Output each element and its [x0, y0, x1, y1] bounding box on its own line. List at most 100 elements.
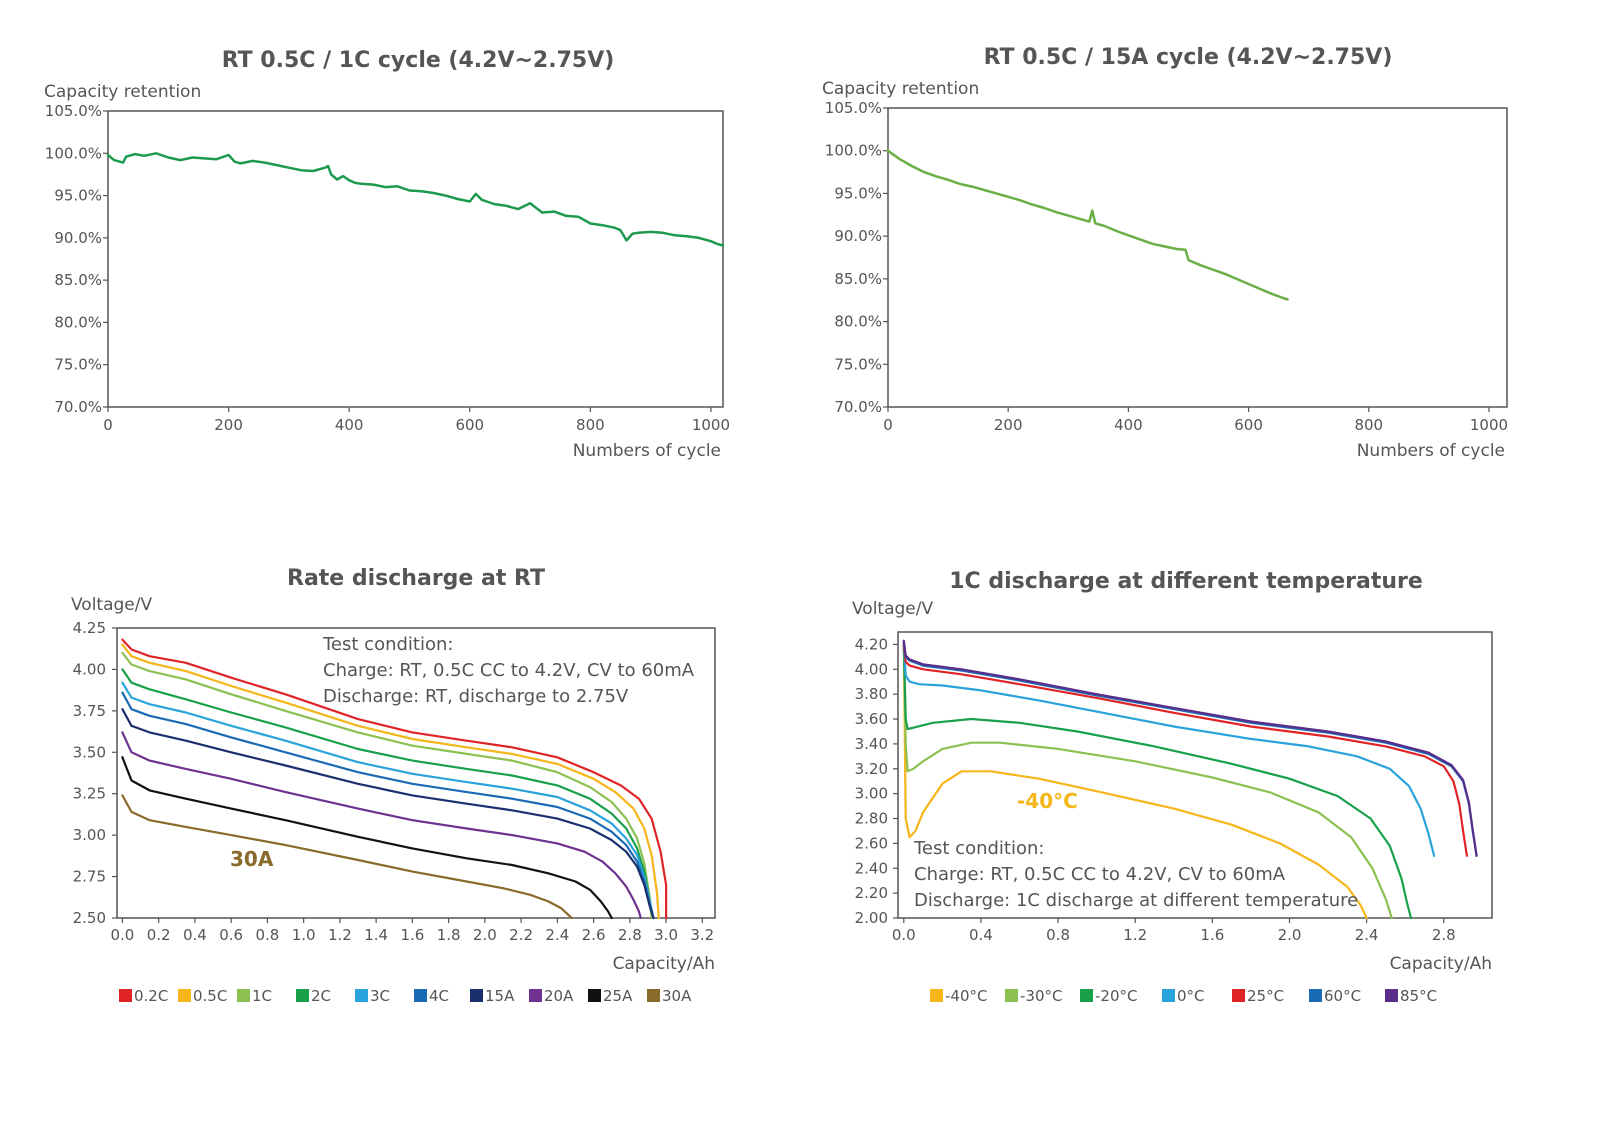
x-tick-label: 2.4 [545, 926, 569, 944]
x-tick-label: 3.2 [690, 926, 714, 944]
plot-frame [116, 627, 716, 919]
y-tick-label: 75.0% [54, 356, 102, 374]
legend-swatch [1005, 989, 1018, 1002]
y-tick-label: 3.25 [73, 785, 106, 803]
y-tick-label: 105.0% [45, 102, 102, 120]
x-tick-label: 2.8 [1432, 926, 1456, 944]
x-tick-label: 1000 [692, 416, 730, 434]
legend-entry: 25A [603, 987, 633, 1005]
chart-title: RT 0.5C / 15A cycle (4.2V~2.75V) [984, 45, 1393, 70]
legend-entry: 4C [429, 987, 449, 1005]
note-heading: Test condition: [913, 838, 1044, 859]
x-tick-label: 2.0 [473, 926, 497, 944]
x-tick-label: 0.8 [255, 926, 279, 944]
y-tick-label: 4.20 [855, 635, 888, 653]
x-tick-label: 200 [214, 416, 243, 434]
legend-entry: 0°C [1177, 987, 1205, 1005]
x-tick-label: 2.0 [1278, 926, 1302, 944]
series-line-1 [106, 152, 725, 247]
x-tick-label: 0.0 [892, 926, 916, 944]
plot-frame [887, 107, 1508, 408]
legend-entry: 2C [311, 987, 331, 1005]
x-tick-label: 600 [455, 416, 484, 434]
y-tick-label: 3.80 [855, 685, 888, 703]
x-tick-label: 2.8 [618, 926, 642, 944]
legend-swatch [470, 989, 483, 1002]
chart-title: 1C discharge at different temperature [949, 569, 1423, 594]
series-line-4C [121, 691, 655, 920]
note-heading: Test condition: [322, 634, 453, 655]
legend-entry: 25°C [1247, 987, 1284, 1005]
x-tick-label: 600 [1234, 416, 1263, 434]
legend-entry: 85°C [1400, 987, 1437, 1005]
y-tick-label: 3.00 [73, 826, 106, 844]
legend-entry: 20A [544, 987, 574, 1005]
chart-3: Rate discharge at RT Voltage/V Capacity/Ah… [71, 566, 716, 1005]
y-tick-label: 70.0% [834, 398, 882, 416]
series-line--40C [902, 643, 1368, 920]
y-tick-label: 2.80 [855, 810, 888, 828]
y-tick-label: 3.50 [73, 743, 106, 761]
x-axis-label: Capacity/Ah [1390, 954, 1492, 974]
x-tick-label: 2.6 [582, 926, 606, 944]
legend-swatch [1309, 989, 1322, 1002]
legend-swatch [930, 989, 943, 1002]
chart-2: RT 0.5C / 15A cycle (4.2V~2.75V)Capacity… [822, 45, 1508, 461]
x-tick-label: 0.0 [111, 926, 135, 944]
x-tick-label: 2.2 [509, 926, 533, 944]
legend-swatch [414, 989, 427, 1002]
x-tick-label: 1.4 [364, 926, 388, 944]
x-tick-label: 0 [883, 416, 893, 434]
y-tick-label: 3.20 [855, 760, 888, 778]
legend-entry: 60°C [1324, 987, 1361, 1005]
curve-label: -40°C [1017, 789, 1078, 813]
plot-frame [897, 631, 1493, 919]
legend-swatch [237, 989, 250, 1002]
legend: -40°C -30°C -20°C 0°C 25°C 60°C 85°C [930, 987, 1437, 1005]
curve-label: 30A [230, 847, 274, 871]
legend-swatch [355, 989, 368, 1002]
series-line--30C [902, 643, 1393, 920]
plot-frame [107, 110, 724, 408]
x-tick-label: 1.8 [437, 926, 461, 944]
y-tick-label: 105.0% [825, 99, 882, 117]
legend-swatch [296, 989, 309, 1002]
legend-entry: 0.2C [134, 987, 168, 1005]
y-tick-label: 95.0% [54, 187, 102, 205]
note-charge: Charge: RT, 0.5C CC to 4.2V, CV to 60mA [914, 864, 1286, 885]
x-tick-label: 3.0 [654, 926, 678, 944]
legend-entry: 0.5C [193, 987, 227, 1005]
y-tick-label: 75.0% [834, 355, 882, 373]
y-tick-label: 2.40 [855, 859, 888, 877]
chart-title: Rate discharge at RT [287, 566, 545, 591]
legend-swatch [1080, 989, 1093, 1002]
series-line-20A [121, 731, 642, 920]
series-line-1 [886, 149, 1289, 301]
note-charge: Charge: RT, 0.5C CC to 4.2V, CV to 60mA [323, 660, 695, 681]
legend-swatch [119, 989, 132, 1002]
y-tick-label: 90.0% [54, 229, 102, 247]
x-tick-label: 1.6 [1200, 926, 1224, 944]
series-line-30A [121, 794, 573, 920]
legend-swatch [1162, 989, 1175, 1002]
y-axis-label: Voltage/V [71, 595, 152, 615]
x-tick-label: 400 [335, 416, 364, 434]
y-axis-label: Voltage/V [852, 599, 933, 619]
y-tick-label: 2.75 [73, 868, 106, 886]
x-tick-label: 1.0 [292, 926, 316, 944]
y-tick-label: 3.75 [73, 702, 106, 720]
legend-entry: -30°C [1020, 987, 1062, 1005]
note-discharge: Discharge: 1C discharge at different tem… [914, 890, 1358, 911]
y-tick-label: 3.00 [855, 785, 888, 803]
series-line-25A [121, 756, 613, 920]
x-tick-label: 400 [1114, 416, 1143, 434]
legend-entry: 30A [662, 987, 692, 1005]
legend-entry: -40°C [945, 987, 987, 1005]
x-tick-label: 0.6 [219, 926, 243, 944]
x-tick-label: 0 [103, 416, 113, 434]
y-tick-label: 80.0% [54, 313, 102, 331]
legend-swatch [588, 989, 601, 1002]
x-axis-label: Numbers of cycle [573, 441, 721, 461]
x-tick-label: 1.6 [400, 926, 424, 944]
y-tick-label: 2.60 [855, 834, 888, 852]
